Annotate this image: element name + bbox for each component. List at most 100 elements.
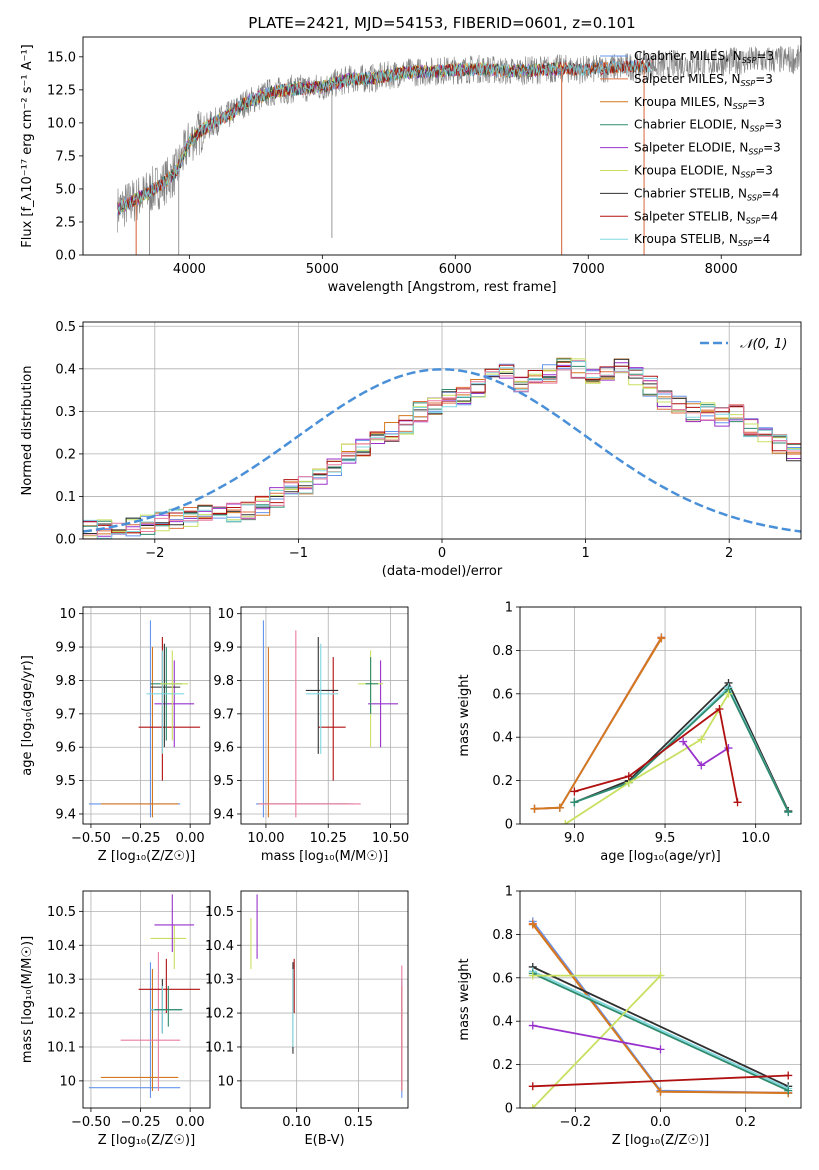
- y-tick-label: 9.6: [55, 741, 76, 756]
- y-tick-label: 9.8: [55, 674, 76, 689]
- y-tick-label: 0.8: [492, 928, 513, 943]
- x-tick-label: 6000: [439, 262, 472, 277]
- massweight-line: [532, 972, 789, 1092]
- massweight-marker: [656, 1087, 665, 1096]
- x-axis-label: Z [log₁₀(Z/Z☉)]: [98, 1133, 195, 1148]
- y-tick-label: 10: [217, 1074, 234, 1089]
- y-tick-label: 0.2: [55, 447, 76, 462]
- x-axis-label: age [log₁₀(age/yr)]: [600, 849, 721, 864]
- y-axis-label: age [log₁₀(age/yr)]: [20, 655, 35, 776]
- y-tick-label: 5.0: [55, 182, 76, 197]
- massweight-line: [532, 1024, 661, 1051]
- y-tick-label: 0.4: [55, 362, 76, 377]
- massweight-marker: [530, 804, 539, 813]
- x-tick-label: 0.00: [176, 1115, 205, 1130]
- x-tick-label: −0.50: [71, 831, 111, 846]
- legend-label: Chabrier MILES, NSSP=3: [634, 49, 774, 65]
- legend-label: Salpeter ELODIE, NSSP=3: [634, 141, 781, 157]
- x-tick-label: −2: [145, 546, 164, 561]
- x-axis-label: mass [log₁₀(M/M☉)]: [261, 849, 388, 864]
- spectrum-plot-area: [117, 45, 801, 255]
- legend-label: Chabrier STELIB, NSSP=4: [634, 186, 779, 202]
- y-tick-label: 10.3: [47, 973, 76, 988]
- massweight-marker: [784, 808, 793, 817]
- mass-vs-ebv-panel: 0.10 0.15 10 10.1 10.2 10.3 10.4 10.5 E(B-V): [205, 890, 409, 1148]
- y-tick-label: 0.6: [492, 687, 513, 702]
- x-tick-label: −1: [289, 546, 308, 561]
- x-tick-label: 2: [725, 546, 733, 561]
- massweight-marker: [733, 798, 742, 807]
- y-tick-label: 0.2: [492, 1058, 513, 1073]
- massweight-marker: [624, 772, 633, 781]
- age-vs-mass-plot-area: [255, 620, 399, 818]
- y-tick-label: 2.5: [55, 215, 76, 230]
- massweight-line: [574, 707, 739, 803]
- y-tick-label: 12.5: [47, 83, 76, 98]
- residuals-panel: −2 −1 0 1 2 0.0 0.1 0.2 0.3 0.4 0.5 (data-model)/er…: [20, 320, 802, 579]
- residual-histogram: [83, 357, 801, 535]
- x-tick-label: 0: [438, 546, 446, 561]
- massweight-marker: [697, 735, 706, 744]
- x-tick-label: 0.00: [176, 831, 205, 846]
- mass-vs-Z-plot-area: [88, 894, 201, 1098]
- massweight-line: [682, 740, 729, 767]
- y-tick-label: 10: [59, 607, 76, 622]
- massweight-marker: [555, 803, 564, 812]
- massweight-marker: [656, 971, 665, 980]
- massweight-vs-Z-plot-area: [528, 917, 793, 1108]
- x-axis-label: (data-model)/error: [382, 564, 503, 579]
- massweight-marker: [784, 1071, 793, 1080]
- y-tick-label: 10: [217, 607, 234, 622]
- residual-histogram: [83, 358, 801, 534]
- y-tick-label: 15.0: [47, 50, 76, 65]
- y-tick-label: 0.2: [492, 774, 513, 789]
- y-tick-label: 10.1: [47, 1040, 76, 1055]
- axes-frame: [82, 321, 802, 540]
- massweight-marker: [697, 761, 706, 770]
- massweight-marker: [561, 820, 570, 824]
- axes-frame: [519, 890, 802, 1109]
- x-tick-label: 9.0: [564, 831, 585, 846]
- x-tick-label: 4000: [173, 262, 206, 277]
- y-tick-label: 10.0: [47, 116, 76, 131]
- massweight-marker: [657, 634, 666, 643]
- model-spectrum-line: [117, 59, 653, 214]
- axes-frame: [240, 606, 409, 825]
- massweight-line: [534, 636, 663, 810]
- y-tick-label: 0.8: [492, 644, 513, 659]
- axes-frame: [82, 36, 802, 256]
- chart-title: PLATE=2421, MJD=54153, FIBERID=0601, z=0…: [248, 14, 635, 32]
- axes-frame: [519, 606, 802, 825]
- y-tick-label: 0.5: [55, 320, 76, 335]
- spectrum-legend: Chabrier MILES, NSSP=3 Salpeter MILES, NS…: [600, 49, 782, 248]
- mass-vs-ebv-plot-area: [250, 894, 403, 1098]
- axes-frame: [82, 606, 211, 825]
- massweight-vs-age-panel: 9.0 9.5 10.0 0 0.2 0.4 0.6 0.8 1 age [log₁₀(age/y…: [457, 601, 802, 864]
- y-tick-label: 0.1: [55, 490, 76, 505]
- x-tick-label: 8000: [705, 262, 738, 277]
- massweight-marker: [528, 1082, 537, 1091]
- residual-histogram: [83, 369, 801, 536]
- spectrum-panel: PLATE=2421, MJD=54153, FIBERID=0601, z=0…: [20, 14, 802, 295]
- y-tick-label: 10.5: [47, 905, 76, 920]
- y-tick-label: 0.3: [55, 405, 76, 420]
- massweight-line: [532, 1074, 789, 1088]
- massweight-vs-Z-panel: −0.2 0.0 0.2 0 0.2 0.4 0.6 0.8 1 Z [log₁₀(Z/Z☉)] m…: [457, 885, 802, 1148]
- y-axis-label: Normed distribution: [20, 366, 35, 496]
- gaussian-curve: [83, 368, 801, 533]
- age-vs-Z-panel: −0.50 −0.25 0.00 9.4 9.5 9.6 9.7 9.8 9.9 10 Z [log…: [20, 606, 211, 864]
- x-tick-label: 10.0: [741, 831, 770, 846]
- y-tick-label: 0.0: [55, 533, 76, 548]
- y-tick-label: 0.6: [492, 971, 513, 986]
- massweight-marker: [570, 798, 579, 807]
- y-tick-label: 1: [505, 601, 513, 616]
- massweight-marker: [715, 704, 724, 713]
- x-tick-label: 0.10: [282, 1115, 311, 1130]
- massweight-line: [574, 681, 790, 812]
- x-tick-label: −0.50: [71, 1115, 111, 1130]
- y-tick-label: 10.2: [205, 1007, 234, 1022]
- y-tick-label: 0.4: [492, 1015, 513, 1030]
- axes-frame: [82, 890, 211, 1109]
- legend-label: 𝒩(0, 1): [740, 337, 787, 352]
